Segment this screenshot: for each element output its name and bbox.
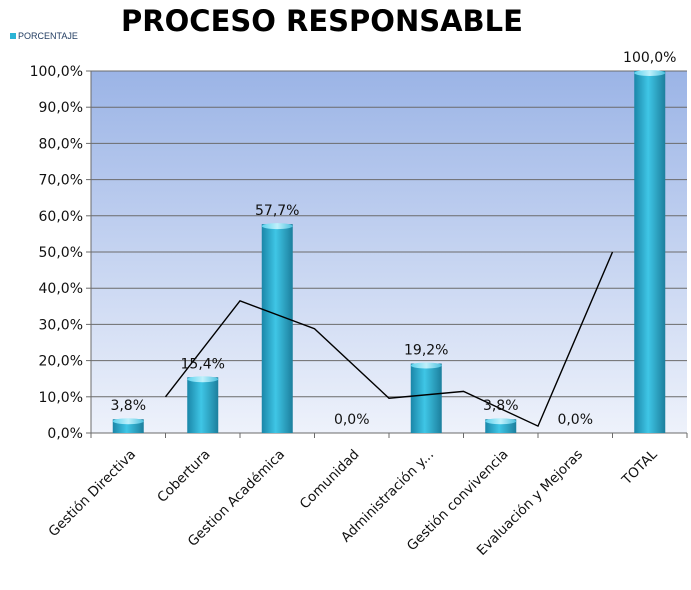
line-series [164, 251, 614, 428]
bar-cap [261, 223, 293, 230]
legend: PORCENTAJE [10, 31, 78, 41]
y-tick-label: 10,0% [39, 390, 83, 406]
data-label: 0,0% [334, 412, 370, 428]
bar-cap [634, 70, 666, 76]
y-tick-label: 70,0% [39, 173, 83, 189]
data-label: 0,0% [557, 412, 593, 428]
y-tick-label: 30,0% [39, 317, 83, 333]
category-label: TOTAL [618, 446, 661, 489]
data-label: 100,0% [623, 50, 676, 66]
bar [187, 377, 219, 433]
bar-cap [112, 418, 144, 425]
bars [112, 70, 666, 433]
category-label: Gestión Directiva [45, 447, 139, 541]
y-axis-ticks: 0,0% 10,0% 20,0% 30,0% 40,0% 50,0% 60,0% 70,0% 8… [30, 64, 83, 442]
legend-label: PORCENTAJE [18, 31, 78, 41]
bar [634, 71, 666, 433]
y-tick-label: 40,0% [39, 281, 83, 297]
data-label: 15,4% [181, 356, 225, 372]
y-tick-label: 100,0% [30, 64, 83, 80]
chart-title: PROCESO RESPONSABLE [121, 4, 523, 38]
data-label: 3,8% [110, 398, 146, 414]
y-tick-label: 90,0% [39, 100, 83, 116]
bar [261, 224, 293, 433]
bar-cap [410, 362, 442, 369]
bar [410, 363, 442, 433]
y-tick-label: 20,0% [39, 354, 83, 370]
data-label: 3,8% [483, 398, 519, 414]
line-series-path [164, 251, 614, 428]
y-tick-label: 60,0% [39, 209, 83, 225]
category-label: Comunidad [297, 447, 363, 513]
data-label: 57,7% [255, 203, 299, 219]
category-label: Cobertura [154, 447, 213, 506]
y-tick-label: 80,0% [39, 136, 83, 152]
legend-swatch [10, 33, 16, 39]
bar-cap [485, 418, 517, 425]
bar-cap [187, 376, 219, 383]
data-label: 19,2% [404, 342, 448, 358]
data-labels: 3,8% 15,4% 57,7% 0,0% 19,2% 3,8% 0,0% 100,0% [110, 50, 676, 428]
y-tick-label: 50,0% [39, 245, 83, 261]
y-tick-label: 0,0% [47, 426, 83, 442]
